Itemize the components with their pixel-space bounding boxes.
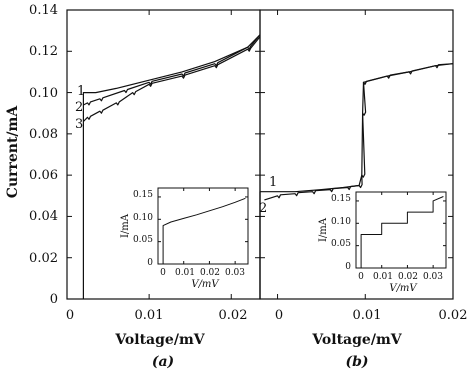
- inset-b-series: [360, 196, 444, 268]
- series-label-3: 3: [75, 117, 83, 132]
- inset-b-y-tick: 0.05: [331, 239, 351, 249]
- series-label-1: 1: [269, 175, 277, 190]
- panel-b-frame: [259, 9, 454, 300]
- panel-b-inset: I/mA 0 0.01 0.02 0.03 0 0.05 0.10 0.15 V…: [318, 191, 447, 294]
- inset-a-x-tick: 0: [160, 268, 166, 278]
- panel-label-a: (a): [152, 354, 174, 370]
- panel-a-inset: I/mA 0 0.01 0.02 0.03 0 0.05 0.10 0.15 V…: [120, 187, 249, 290]
- y-tick-label: 0: [50, 292, 58, 307]
- panel-a-ticks: [66, 9, 260, 300]
- x-tick-label: 0: [66, 308, 74, 323]
- inset-b-x-tick: 0: [358, 272, 364, 282]
- inset-b-y-tick: 0: [345, 262, 351, 272]
- inset-b-x-tick: 0.02: [398, 272, 418, 282]
- inset-a-frame: [157, 187, 249, 265]
- x-tick-label: 0.01: [135, 308, 164, 323]
- y-tick-label: 0.04: [29, 209, 58, 224]
- panel-a-series: [82, 34, 261, 299]
- inset-b-y-tick: 0.10: [331, 217, 351, 227]
- inset-b-x-tick: 0.01: [373, 272, 393, 282]
- inset-a-x-tick: 0.02: [200, 268, 220, 278]
- inset-a-y-tick: 0.15: [133, 190, 153, 200]
- y-tick-label: 0.14: [29, 3, 58, 18]
- inset-a-y-tick: 0: [147, 258, 153, 268]
- inset-b-y-tick: 0.15: [331, 194, 351, 204]
- inset-b-y-label: I/mA: [318, 217, 329, 242]
- inset-b-ticks: [355, 192, 446, 269]
- inset-b-line: [360, 196, 444, 268]
- y-tick-label: 0.08: [29, 127, 58, 142]
- series-line-2: [83, 34, 261, 106]
- y-tick-labels: 0 0.02 0.04 0.06 0.08 0.10 0.12 0.14: [29, 3, 58, 307]
- inset-a-x-label: V/mV: [191, 279, 220, 290]
- panel-label-b: (b): [345, 354, 368, 370]
- inset-a-line: [162, 197, 246, 264]
- x-tick-label: 0.02: [439, 308, 468, 323]
- y-tick-label: 0.06: [29, 168, 58, 183]
- series-line-3: [82, 36, 261, 122]
- series-label-2: 2: [259, 201, 267, 216]
- y-axis-label: Current/mA: [5, 105, 21, 199]
- y-tick-label: 0.10: [29, 86, 58, 101]
- series-line-2: [264, 63, 454, 201]
- panel-b: 1 2 I/mA 0 0.01 0.02 0.03 0 0.05 0.10 0.…: [259, 9, 468, 370]
- series-label-2: 2: [75, 100, 83, 115]
- inset-a-y-label: I/mA: [120, 213, 131, 238]
- x-tick-label: 0.01: [353, 308, 382, 323]
- inset-b-x-label: V/mV: [389, 283, 418, 294]
- inset-b-x-tick: 0.03: [423, 272, 443, 282]
- inset-a-x-tick: 0.03: [225, 268, 245, 278]
- inset-a-y-tick: 0.10: [133, 213, 153, 223]
- inset-a-ticks: [157, 188, 248, 265]
- panel-b-ticks: [260, 9, 454, 300]
- series-line-1: [82, 34, 261, 299]
- inset-b-frame: [355, 191, 447, 269]
- y-tick-label: 0.12: [29, 44, 58, 59]
- inset-a-x-tick: 0.01: [175, 268, 195, 278]
- series-label-1: 1: [77, 84, 85, 99]
- panel-b-series: [259, 63, 454, 299]
- y-tick-label: 0.02: [29, 251, 58, 266]
- x-tick-label: 0.02: [219, 308, 248, 323]
- inset-a-series: [162, 197, 246, 264]
- x-axis-label-b: Voltage/mV: [311, 332, 402, 348]
- x-tick-label: 0: [275, 308, 283, 323]
- panel-a: 1 2 3 I/mA 0 0.01 0.02 0.03 0 0.05 0.10 …: [66, 9, 261, 370]
- inset-a-y-tick: 0.05: [133, 235, 153, 245]
- x-axis-label-a: Voltage/mV: [114, 332, 205, 348]
